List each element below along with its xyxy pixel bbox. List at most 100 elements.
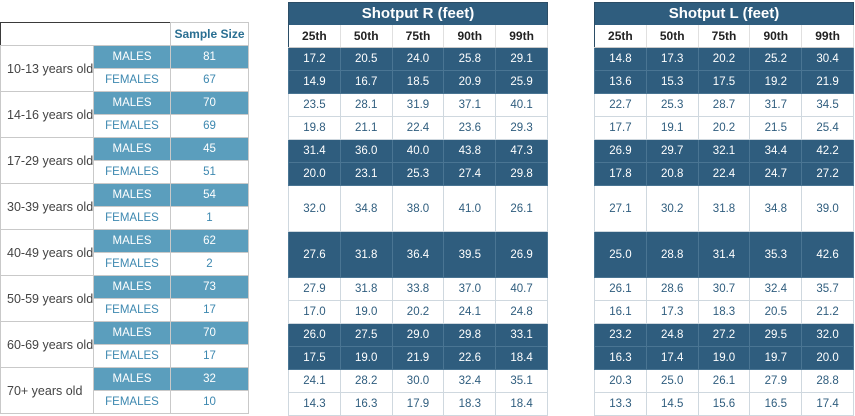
shotput-r-value-cell: 28.2	[339, 369, 393, 393]
shotput-r-value-cell: 40.7	[495, 277, 548, 301]
females-label: FEMALES	[93, 206, 171, 230]
shotput-l-column-header-row: 25th 50th 75th 90th 99th	[594, 24, 854, 48]
shotput-l-value-cell: 21.2	[801, 300, 854, 324]
shotput-r-data-row: 17.5 19.0 21.9 22.6 18.4	[288, 346, 548, 370]
shotput-r-value-cell: 29.8	[495, 162, 548, 186]
shotput-r-data-row: 17.0 19.0 20.2 24.1 24.8	[288, 300, 548, 324]
shotput-r-value-cell: 29.0	[391, 323, 445, 347]
shotput-r-value-cell: 40.0	[391, 139, 445, 163]
shotput-r-value-cell: 17.2	[288, 47, 341, 71]
shotput-r-value-cell: 18.5	[391, 70, 445, 94]
shotput-r-value-cell: 19.8	[288, 116, 341, 140]
shotput-l-value-cell: 17.5	[697, 70, 751, 94]
females-sample-size: 17	[170, 298, 249, 322]
shotput-r-value-cell: 26.0	[288, 323, 341, 347]
shotput-l-value-cell: 13.3	[594, 392, 647, 416]
shotput-r-value-cell: 31.8	[339, 231, 393, 278]
shotput-l-value-cell: 20.2	[697, 47, 751, 71]
shotput-r-value-cell: 43.8	[443, 139, 497, 163]
shotput-l-value-cell: 26.1	[697, 369, 751, 393]
age-group-row-males: 10-13 years old MALES 81	[0, 45, 249, 92]
shotput-r-column-header: 75th	[392, 24, 445, 48]
shotput-l-value-cell: 15.3	[645, 70, 699, 94]
shotput-r-value-cell: 36.4	[391, 231, 445, 278]
shotput-r-value-cell: 33.1	[495, 323, 548, 347]
males-label: MALES	[93, 275, 171, 299]
shotput-r-data-row: 32.0 34.8 38.0 41.0 26.1	[288, 185, 548, 232]
shotput-l-value-cell: 34.4	[749, 139, 803, 163]
age-group-label: 30-39 years old	[0, 183, 94, 230]
shotput-l-value-cell: 17.4	[645, 346, 699, 370]
females-sample-size: 67	[170, 68, 249, 92]
males-sample-size: 70	[170, 321, 249, 345]
shotput-r-value-cell: 29.3	[495, 116, 548, 140]
shotput-r-value-cell: 22.6	[443, 346, 497, 370]
shotput-l-value-cell: 19.7	[749, 346, 803, 370]
age-group-row-males: 30-39 years old MALES 54	[0, 183, 249, 230]
shotput-r-value-cell: 14.9	[288, 70, 341, 94]
shotput-r-value-cell: 17.5	[288, 346, 341, 370]
shotput-r-value-cell: 34.8	[339, 185, 393, 232]
shotput-l-data-row: 27.1 30.2 31.8 34.8 39.0	[594, 185, 854, 232]
shotput-l-value-cell: 16.1	[594, 300, 647, 324]
shotput-l-value-cell: 26.1	[594, 277, 647, 301]
shotput-r-value-cell: 31.8	[339, 277, 393, 301]
shotput-r-value-cell: 27.6	[288, 231, 341, 278]
sample-size-header-row: Sample Size	[0, 22, 249, 46]
shotput-l-data-row: 17.7 19.1 20.2 21.5 25.4	[594, 116, 854, 140]
shotput-l-value-cell: 34.5	[801, 93, 854, 117]
shotput-l-value-cell: 17.3	[645, 300, 699, 324]
shotput-r-value-cell: 32.4	[443, 369, 497, 393]
females-label: FEMALES	[93, 252, 171, 276]
shotput-r-column-header: 25th	[288, 24, 341, 48]
shotput-r-value-cell: 23.1	[339, 162, 393, 186]
males-sample-size: 73	[170, 275, 249, 299]
shotput-l-value-cell: 30.4	[801, 47, 854, 71]
shotput-l-value-cell: 34.8	[749, 185, 803, 232]
age-group-row-males: 70+ years old MALES 32	[0, 367, 249, 414]
age-group-label: 60-69 years old	[0, 321, 94, 368]
shotput-r-value-cell: 25.8	[443, 47, 497, 71]
shotput-r-value-cell: 39.5	[443, 231, 497, 278]
shotput-r-value-cell: 23.6	[443, 116, 497, 140]
age-group-label: 70+ years old	[0, 367, 94, 414]
females-label: FEMALES	[93, 160, 171, 184]
shotput-r-table: Shotput R (feet) 25th 50th 75th 90th 99th 17.…	[288, 2, 548, 416]
shotput-r-value-cell: 18.4	[495, 392, 548, 416]
age-group-label: 40-49 years old	[0, 229, 94, 276]
shotput-l-value-cell: 18.3	[697, 300, 751, 324]
shotput-l-value-cell: 23.2	[594, 323, 647, 347]
age-group-row-males: 60-69 years old MALES 70	[0, 321, 249, 368]
shotput-l-column-header: 50th	[646, 24, 699, 48]
shotput-r-data-row: 14.3 16.3 17.9 18.3 18.4	[288, 392, 548, 416]
age-group-label: 50-59 years old	[0, 275, 94, 322]
shotput-r-data-row: 27.6 31.8 36.4 39.5 26.9	[288, 231, 548, 278]
shotput-r-body: Shotput R (feet) 25th 50th 75th 90th 99th 17.…	[288, 2, 548, 416]
shotput-l-data-row: 17.8 20.8 22.4 24.7 27.2	[594, 162, 854, 186]
shotput-l-value-cell: 28.8	[801, 369, 854, 393]
shotput-l-value-cell: 25.4	[801, 116, 854, 140]
shotput-l-column-header: 25th	[594, 24, 647, 48]
shotput-l-value-cell: 21.5	[749, 116, 803, 140]
females-sample-size: 1	[170, 206, 249, 230]
males-sample-size: 45	[170, 137, 249, 161]
shotput-r-value-cell: 27.9	[288, 277, 341, 301]
age-group-row-females: FEMALES 17	[1, 344, 249, 368]
shotput-r-data-row: 24.1 28.2 30.0 32.4 35.1	[288, 369, 548, 393]
shotput-l-data-row: 13.6 15.3 17.5 19.2 21.9	[594, 70, 854, 94]
shotput-r-value-cell: 21.9	[391, 346, 445, 370]
shotput-r-value-cell: 32.0	[288, 185, 341, 232]
shotput-r-value-cell: 28.1	[339, 93, 393, 117]
shotput-r-value-cell: 38.0	[391, 185, 445, 232]
shotput-l-column-header: 75th	[698, 24, 751, 48]
females-label: FEMALES	[93, 298, 171, 322]
shotput-r-value-cell: 35.1	[495, 369, 548, 393]
shotput-l-data-row: 14.8 17.3 20.2 25.2 30.4	[594, 47, 854, 71]
shotput-l-value-cell: 17.8	[594, 162, 647, 186]
shotput-l-value-cell: 28.6	[645, 277, 699, 301]
shotput-l-value-cell: 25.0	[594, 231, 647, 278]
age-group-row-females: FEMALES 69	[1, 114, 249, 138]
age-group-row-males: 14-16 years old MALES 70	[0, 91, 249, 138]
shotput-l-value-cell: 39.0	[801, 185, 854, 232]
shotput-r-value-cell: 41.0	[443, 185, 497, 232]
